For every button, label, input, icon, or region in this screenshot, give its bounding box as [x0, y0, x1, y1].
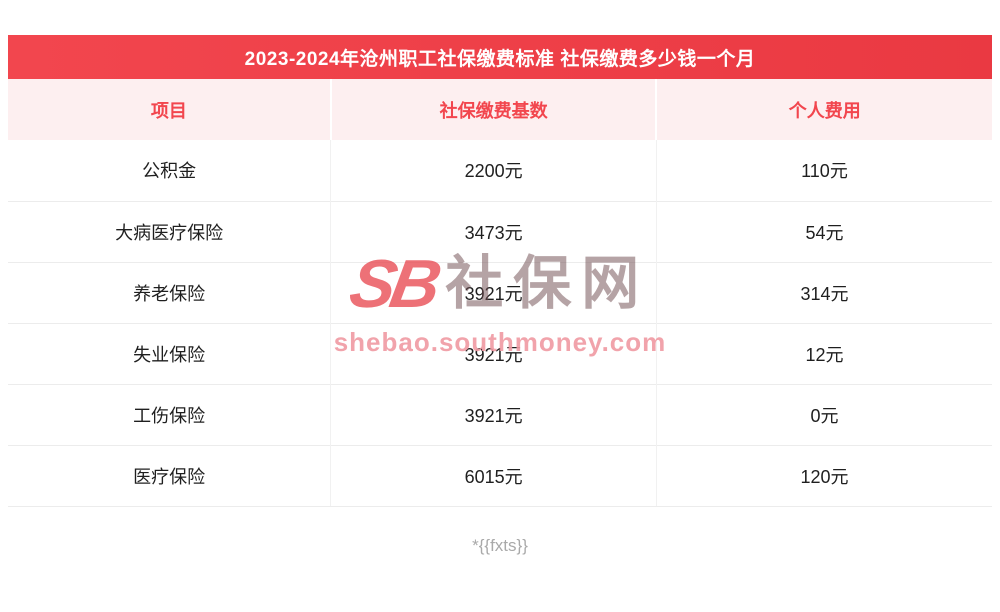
- table-cell: 120元: [655, 444, 992, 507]
- table-cell: 314元: [655, 261, 992, 323]
- table-cell: 0元: [655, 383, 992, 445]
- table-cell: 110元: [655, 140, 992, 201]
- column-header-item: 项目: [8, 79, 331, 140]
- table-cell: 大病医疗保险: [8, 200, 331, 262]
- table-cell: 3921元: [330, 322, 657, 384]
- table-row: 工伤保险 3921元 0元: [8, 383, 992, 445]
- table-cell: 6015元: [330, 444, 657, 507]
- table-cell: 54元: [655, 200, 992, 262]
- table-cell: 养老保险: [8, 261, 331, 323]
- table-cell: 医疗保险: [8, 444, 331, 507]
- table-cell: 3921元: [330, 261, 657, 323]
- table-row: 大病医疗保险 3473元 54元: [8, 200, 992, 262]
- table-title: 2023-2024年沧州职工社保缴费标准 社保缴费多少钱一个月: [8, 35, 992, 79]
- table-cell: 2200元: [330, 140, 657, 201]
- table-cell: 失业保险: [8, 322, 331, 384]
- table-cell: 3921元: [330, 383, 657, 445]
- table-cell: 公积金: [142, 161, 197, 182]
- footer-note: *{{fxts}}: [472, 536, 528, 555]
- table-row: 公积金 2200元 110元: [8, 140, 992, 201]
- header-row: 项目 社保缴费基数 个人费用: [8, 79, 992, 140]
- table-cell: 3473元: [330, 200, 657, 262]
- column-header-personal-fee: 个人费用: [655, 79, 992, 140]
- table-row: 医疗保险 6015元 120元: [8, 444, 992, 507]
- social-insurance-table: 项目 社保缴费基数 个人费用 公积金 2200元 110元 大病医疗保险 3473元 54…: [8, 79, 992, 507]
- table-row: 失业保险 3921元 12元: [8, 322, 992, 384]
- table-row: 养老保险 3921元 314元: [8, 261, 992, 323]
- column-header-payment-base: 社保缴费基数: [329, 79, 657, 140]
- table-body: 公积金 2200元 110元 大病医疗保险 3473元 54元 养老保险 3921元 314元失…: [8, 140, 992, 507]
- table-cell: 工伤保险: [8, 383, 331, 445]
- table-container: 项目 社保缴费基数 个人费用 公积金 2200元 110元 大病医疗保险 3473元 54…: [8, 79, 992, 507]
- table-cell: 12元: [655, 322, 992, 384]
